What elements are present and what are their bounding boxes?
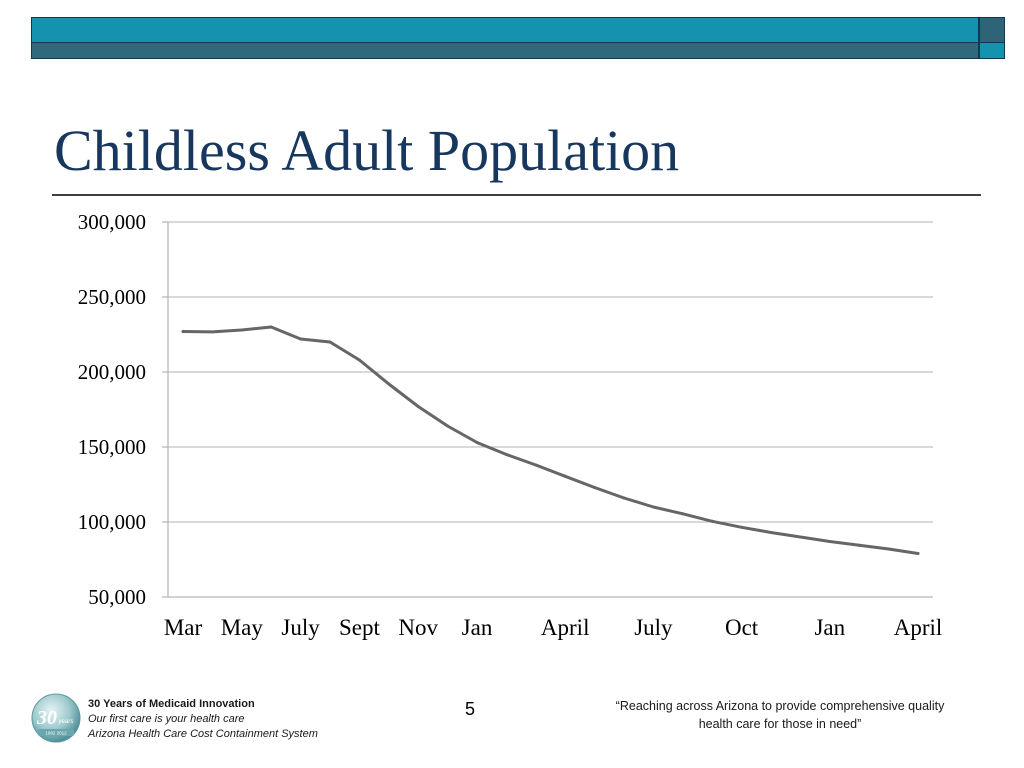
data-point bbox=[504, 453, 508, 456]
header-square-top bbox=[979, 17, 1005, 43]
data-point bbox=[710, 519, 714, 523]
data-point bbox=[887, 547, 891, 551]
data-point bbox=[446, 424, 450, 428]
logo-number: 30 bbox=[36, 707, 57, 729]
x-tick-label: Jan bbox=[462, 615, 493, 640]
logo-ribbon: 1982 2012 bbox=[45, 731, 67, 736]
data-point bbox=[534, 463, 538, 467]
data-point bbox=[651, 505, 655, 509]
title-divider bbox=[52, 194, 981, 196]
y-tick-label: 250,000 bbox=[78, 285, 146, 309]
data-point bbox=[916, 552, 920, 555]
y-tick-label: 100,000 bbox=[78, 510, 146, 534]
footer-line-3: Arizona Health Care Cost Containment Sys… bbox=[88, 728, 318, 740]
data-point bbox=[828, 540, 832, 543]
y-tick-label: 200,000 bbox=[78, 360, 146, 384]
data-point bbox=[357, 358, 361, 362]
data-point bbox=[622, 496, 626, 500]
logo-years: years bbox=[58, 719, 74, 725]
x-tick-label: July bbox=[281, 615, 320, 640]
y-tick-label: 150,000 bbox=[78, 435, 146, 459]
data-point bbox=[269, 325, 273, 329]
x-tick-label: April bbox=[894, 615, 943, 640]
x-axis-tick-labels: Mar May July Sept Nov Jan April July Oct Jan April bbox=[164, 615, 942, 640]
x-tick-label: Oct bbox=[725, 615, 759, 640]
footer-quote: “Reaching across Arizona to provide comp… bbox=[580, 697, 980, 733]
data-point bbox=[593, 486, 597, 489]
footer-quote-line-2: health care for those in need” bbox=[698, 717, 862, 731]
x-tick-label: Nov bbox=[398, 615, 438, 640]
data-point bbox=[563, 474, 567, 478]
header-square-bottom bbox=[979, 42, 1005, 59]
header-bar-bottom bbox=[31, 42, 979, 59]
x-tick-label: July bbox=[634, 615, 673, 640]
page-title: Childless Adult Population bbox=[54, 118, 680, 183]
data-point bbox=[328, 340, 332, 344]
30-years-logo-icon: 30 years 1982 2012 bbox=[31, 693, 81, 743]
data-point bbox=[240, 328, 244, 332]
page-number: 5 bbox=[464, 699, 475, 719]
data-point bbox=[798, 535, 802, 539]
chart-series bbox=[181, 325, 920, 555]
x-tick-label: Mar bbox=[164, 615, 203, 640]
data-point bbox=[181, 330, 185, 333]
chart-gridlines bbox=[168, 221, 933, 598]
data-point bbox=[416, 405, 420, 408]
chart-axes bbox=[162, 221, 169, 598]
y-axis-tick-labels: 50,000 100,000 150,000 200,000 250,000 300,00… bbox=[78, 210, 146, 609]
x-tick-label: Sept bbox=[339, 615, 381, 640]
x-tick-label: April bbox=[541, 615, 590, 640]
footer-line-1: 30 Years of Medicaid Innovation bbox=[88, 698, 255, 710]
y-tick-label: 300,000 bbox=[78, 210, 146, 234]
footer-line-2: Our first care is your health care bbox=[88, 713, 245, 725]
x-tick-label: May bbox=[221, 615, 264, 640]
population-line-chart: 50,000 100,000 150,000 200,000 250,000 300,00… bbox=[78, 210, 943, 640]
data-point bbox=[475, 441, 479, 444]
footer-quote-line-1: “Reaching across Arizona to provide comp… bbox=[615, 699, 945, 713]
data-point bbox=[210, 330, 214, 334]
data-point bbox=[387, 382, 391, 386]
footer-left: 30 Years of Medicaid Innovation Our firs… bbox=[88, 697, 318, 742]
data-point bbox=[857, 543, 861, 547]
series-line-childless-adult-population bbox=[181, 325, 920, 555]
data-point bbox=[769, 531, 773, 534]
data-point bbox=[740, 525, 744, 529]
y-tick-label: 50,000 bbox=[88, 585, 146, 609]
data-point bbox=[681, 512, 685, 516]
x-tick-label: Jan bbox=[814, 615, 845, 640]
data-point bbox=[299, 337, 303, 341]
header-bar-top bbox=[31, 17, 979, 43]
